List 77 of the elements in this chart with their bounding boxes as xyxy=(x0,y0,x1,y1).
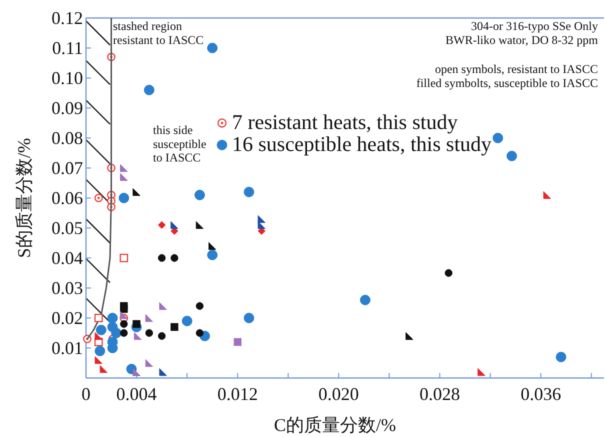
point xyxy=(196,221,204,229)
point xyxy=(96,324,106,336)
y-tick-label: 0.02 xyxy=(52,308,83,328)
point xyxy=(543,191,551,199)
y-tick-label: 0.09 xyxy=(52,98,83,118)
y-axis-title: S的质量分数/% xyxy=(14,138,34,258)
y-tick-label: 0.08 xyxy=(52,128,83,148)
point xyxy=(132,320,140,328)
y-tick-label: 0.11 xyxy=(52,38,83,58)
point xyxy=(107,312,118,324)
point xyxy=(208,242,216,250)
y-tick-label: 0.01 xyxy=(52,338,83,358)
point xyxy=(120,320,128,328)
point xyxy=(244,312,254,324)
point xyxy=(94,346,106,356)
point xyxy=(258,215,266,223)
point xyxy=(158,254,166,262)
point xyxy=(244,186,254,198)
point xyxy=(158,221,166,229)
point xyxy=(145,359,154,367)
point xyxy=(406,332,414,340)
x-tick-label: 0.004 xyxy=(116,384,157,404)
point xyxy=(94,332,102,340)
point xyxy=(144,84,154,96)
x-tick-label: 0 xyxy=(82,384,90,404)
point xyxy=(120,305,128,313)
y-tick-label: 0.03 xyxy=(52,278,83,298)
point xyxy=(492,132,504,144)
y-tick-label: 0.12 xyxy=(52,8,83,28)
point xyxy=(145,314,154,322)
annotation: open symbols, resistant to IASCC filled symbolts, susceptible to IASCC xyxy=(416,62,598,90)
point xyxy=(120,311,128,319)
point xyxy=(120,329,128,337)
point xyxy=(170,323,178,331)
point xyxy=(258,221,266,229)
point xyxy=(194,190,205,200)
y-tick-label: 0.07 xyxy=(52,158,83,178)
point xyxy=(207,250,218,260)
x-tick-label: 0.012 xyxy=(217,384,258,404)
y-tick-label: 0.04 xyxy=(52,248,83,268)
x-axis-title: C的质量分数/% xyxy=(274,415,396,435)
point xyxy=(182,316,192,326)
y-tick-label: 0.06 xyxy=(52,188,83,208)
point xyxy=(170,254,178,262)
point xyxy=(145,329,154,337)
annotation: stashed region resistant to IASCC xyxy=(113,19,204,47)
legend-label: 7 resistant heats, this study xyxy=(232,110,458,134)
point xyxy=(444,269,452,277)
legend-label: 16 susceptible heats, this study xyxy=(232,132,492,156)
point xyxy=(478,368,486,376)
point xyxy=(120,173,128,181)
point xyxy=(132,188,140,196)
point xyxy=(120,164,128,172)
x-tick-label: 0.028 xyxy=(420,384,460,404)
point xyxy=(196,302,204,310)
point xyxy=(94,356,102,364)
x-tick-label: 0.036 xyxy=(520,384,562,404)
y-tick-label: 0.05 xyxy=(52,218,83,238)
point xyxy=(94,314,103,322)
x-tick-label: 0.020 xyxy=(318,384,359,404)
point xyxy=(207,42,218,54)
y-tick-label: 0.10 xyxy=(52,68,83,88)
point xyxy=(111,328,122,338)
point xyxy=(118,192,130,204)
point xyxy=(120,254,128,262)
point xyxy=(196,329,204,337)
point xyxy=(170,221,178,229)
point xyxy=(556,352,566,362)
point xyxy=(159,302,167,310)
point xyxy=(506,150,518,162)
point xyxy=(100,365,108,373)
annotation: this side susceptible to IASCC xyxy=(153,123,206,165)
point xyxy=(158,332,166,340)
point xyxy=(134,332,142,340)
point xyxy=(159,368,167,376)
annotation: 304-or 316-typo SSe Only BWR-liko wator, DO 8-32 ppm xyxy=(445,19,599,47)
point xyxy=(360,294,370,306)
